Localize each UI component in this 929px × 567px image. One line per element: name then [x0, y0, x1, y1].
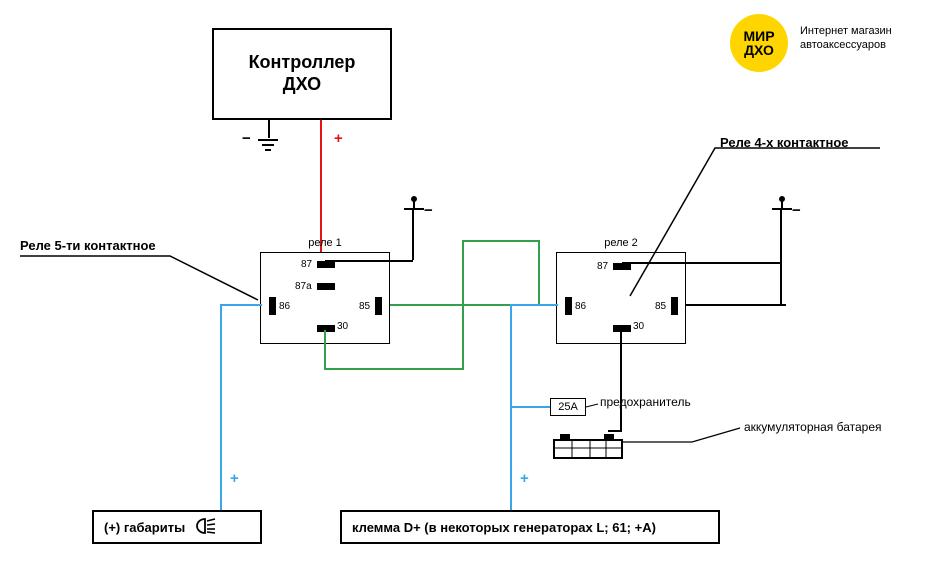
- wire-blue1-h: [220, 304, 262, 306]
- relay2-pin30-label: 30: [633, 321, 644, 332]
- fuse-value: 25A: [558, 401, 578, 413]
- relay1-pin86: [269, 297, 276, 315]
- wire-relay2-85-gnd-v: [780, 262, 782, 306]
- controller-box: Контроллер ДХО: [212, 28, 392, 120]
- wire-green-top-h: [462, 240, 540, 242]
- wire-green-30-v: [324, 330, 326, 370]
- callout-fuse-line: [586, 402, 606, 412]
- callout-relay4-line: [600, 148, 900, 308]
- callout-relay5-line: [20, 250, 270, 310]
- controller-label: Контроллер ДХО: [249, 52, 356, 95]
- logo-subtitle: Интернет магазин автоаксессуаров: [800, 24, 892, 53]
- wire-relay1-87-gnd-h: [325, 260, 413, 262]
- ground-relay2-87: [770, 195, 794, 213]
- wire-relay2-30-v: [620, 330, 622, 430]
- klemma-box: клемма D+ (в некоторых генераторах L; 61…: [340, 510, 720, 544]
- controller-minus-label: −: [242, 130, 251, 147]
- logo-badge: МИР ДХО: [730, 14, 788, 72]
- label-fuse: предохранитель: [600, 395, 691, 409]
- wire-batt-h: [608, 430, 622, 432]
- wire-blue1-v: [220, 304, 222, 510]
- relay1-pin86-label: 86: [279, 301, 290, 312]
- label-battery: аккумуляторная батарея: [744, 420, 882, 434]
- relay1-pin30: [317, 325, 335, 332]
- gabarits-box: (+) габариты: [92, 510, 262, 544]
- relay1-pin87-label: 87: [301, 259, 312, 270]
- relay-1-title: реле 1: [261, 237, 389, 249]
- wire-blue2-h1: [510, 304, 558, 306]
- wire-relay2-87-gnd-v: [780, 210, 782, 264]
- logo-line1: МИР: [743, 29, 774, 43]
- wire-relay2-87-gnd-h: [622, 262, 782, 264]
- relay1-pin87a: [317, 283, 335, 290]
- wire-blue2-h2: [510, 406, 552, 408]
- callout-battery-line: [622, 426, 752, 446]
- wire-relay2-85-gnd-h: [686, 304, 786, 306]
- wire-relay1-87-gnd-v: [412, 210, 414, 260]
- logo-line2: ДХО: [744, 43, 774, 57]
- fuse-box: 25A: [550, 398, 586, 416]
- wire-green-top-v3: [538, 240, 540, 306]
- relay1-pin85: [375, 297, 382, 315]
- ground-relay1-87: [402, 195, 426, 213]
- relay1-pin87: [317, 261, 335, 268]
- headlight-icon: [191, 517, 217, 538]
- relay1-pin85-label: 85: [359, 301, 370, 312]
- relay2-pin86: [565, 297, 572, 315]
- wire-blue2-v2: [510, 406, 512, 510]
- klemma-label: клемма D+ (в некоторых генераторах L; 61…: [352, 520, 656, 535]
- gabarits-label: (+) габариты: [104, 520, 185, 535]
- relay1-87-minus: −: [424, 202, 433, 219]
- wire-blue2-v1: [510, 304, 512, 408]
- blue2-plus: +: [520, 470, 529, 487]
- battery-symbol: [552, 428, 626, 462]
- controller-plus-label: +: [334, 130, 343, 147]
- relay1-pin87a-label: 87a: [295, 281, 312, 292]
- wire-green-30-v2: [462, 240, 464, 370]
- relay2-87-minus: −: [792, 202, 801, 219]
- relay2-pin30: [613, 325, 631, 332]
- relay1-pin30-label: 30: [337, 321, 348, 332]
- blue1-plus: +: [230, 470, 239, 487]
- relay2-pin86-label: 86: [575, 301, 586, 312]
- wire-green-30-h1: [324, 368, 464, 370]
